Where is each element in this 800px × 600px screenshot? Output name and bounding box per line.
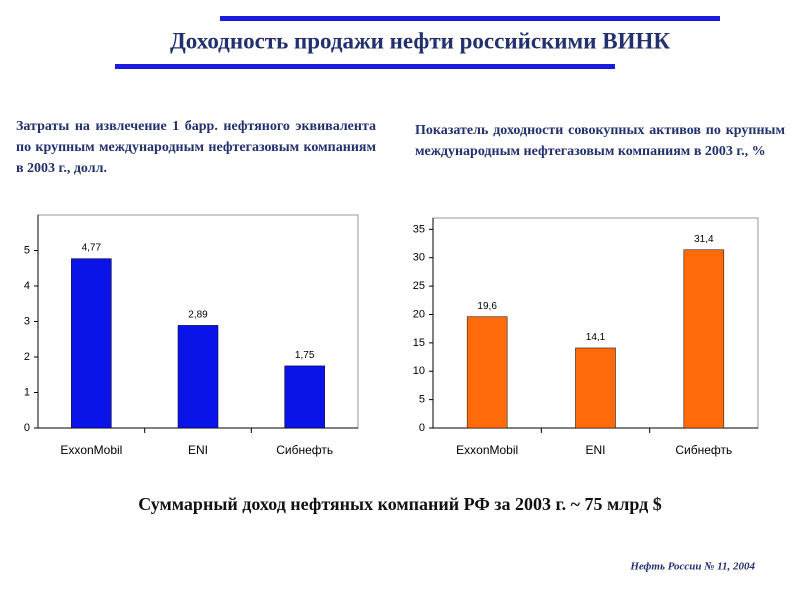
y-tick-label: 1 [24,386,30,398]
y-tick-label: 10 [413,365,425,377]
bar [683,249,725,429]
summary: Суммарный доход нефтяных компаний РФ за … [138,494,662,514]
x-tick-label: Сибнефть [276,443,333,457]
y-tick-label: 20 [413,308,425,320]
value-label: 31,4 [694,234,714,245]
bar [177,325,219,429]
bar [575,347,616,429]
bar [284,365,325,429]
x-tick-label: ExxonMobil [60,443,122,457]
y-tick-label: 2 [24,351,30,363]
value-label: 19,6 [477,301,497,312]
y-tick-label: 15 [413,337,425,349]
y-tick-label: 4 [24,280,30,292]
chart-title: Показатель доходности совокупных активов… [415,123,785,159]
y-tick-label: 25 [413,280,425,292]
y-tick-label: 3 [24,315,30,327]
y-tick-label: 5 [419,394,425,406]
source: Нефть России № 11, 2004 [629,561,755,573]
bar [71,258,112,429]
value-label: 4,77 [82,243,102,254]
x-tick-label: ENI [585,443,605,457]
value-label: 1,75 [295,350,315,361]
chart-title: Затраты на извлечение 1 барр. нефтяного … [16,119,376,176]
value-label: 2,89 [188,309,208,320]
y-tick-label: 0 [24,422,30,434]
y-tick-label: 30 [413,252,425,264]
y-tick-label: 5 [24,244,30,256]
decor-line [220,16,720,21]
decor-line [115,64,615,69]
x-tick-label: ExxonMobil [456,443,518,457]
value-label: 14,1 [586,332,606,343]
y-tick-label: 0 [419,422,425,434]
x-tick-label: Сибнефть [675,443,732,457]
slide-title: Доходность продажи нефти российскими ВИН… [170,28,670,53]
bar [466,316,508,429]
x-tick-label: ENI [188,443,208,457]
y-tick-label: 35 [413,223,425,235]
